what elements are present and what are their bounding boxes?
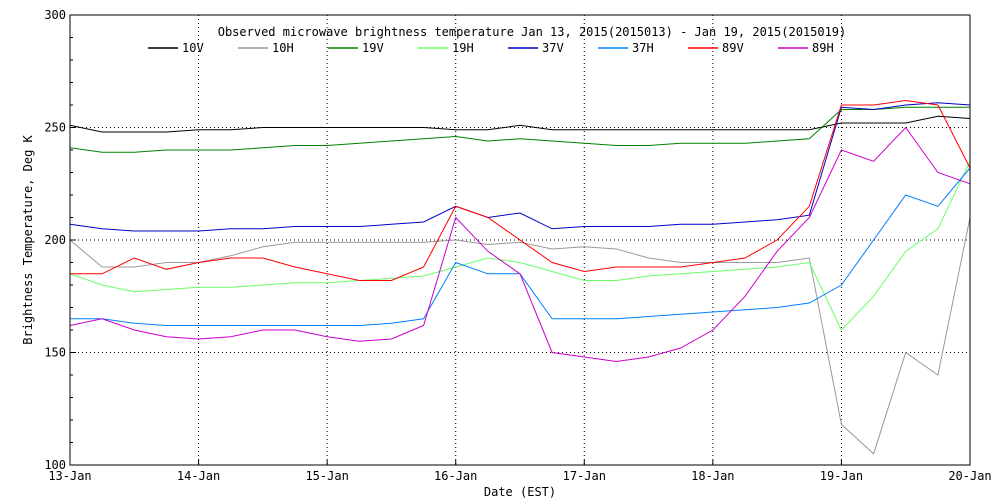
x-tick-label: 19-Jan [820, 469, 863, 483]
y-tick-label: 150 [44, 346, 66, 360]
x-tick-label: 17-Jan [563, 469, 606, 483]
legend-label-89h: 89H [812, 41, 834, 55]
series-line-37h [70, 167, 971, 326]
x-tick-label: 16-Jan [434, 469, 477, 483]
legend-label-37v: 37V [542, 41, 564, 55]
series-layer [69, 99, 971, 455]
y-axis-label: Brightness Temperature, Deg K [21, 134, 35, 344]
series-line-89v [70, 99, 971, 281]
legend-label-19v: 19V [362, 41, 384, 55]
x-tick-label: 13-Jan [48, 469, 91, 483]
x-tick-label: 14-Jan [177, 469, 220, 483]
series-line-10v [69, 115, 971, 133]
series-line-19h [69, 161, 971, 331]
y-tick-label: 200 [44, 233, 66, 247]
legend-label-89v: 89V [722, 41, 744, 55]
y-tick-label: 100 [44, 458, 66, 472]
series-line-10h [69, 217, 971, 455]
legend-label-10v: 10V [182, 41, 204, 55]
legend-label-10h: 10H [272, 41, 294, 55]
x-axis-label: Date (EST) [484, 485, 556, 499]
tick-layer: 13-Jan 14-Jan 15-Jan 16-Jan 17-Jan 18-Jan 19-J… [44, 8, 991, 483]
series-line-89h [69, 126, 971, 363]
y-tick-label: 250 [44, 121, 66, 135]
chart-title: Observed microwave brightness temperatur… [218, 25, 847, 39]
series-line-37v [69, 102, 971, 232]
legend: 10V 10H 19V 19H 37V 37H 89V 89H [148, 41, 834, 55]
series-line-19v [69, 106, 970, 153]
legend-label-19h: 19H [452, 41, 474, 55]
y-tick-label: 300 [44, 8, 66, 22]
x-tick-label: 20-Jan [948, 469, 991, 483]
legend-label-37h: 37H [632, 41, 654, 55]
x-tick-label: 15-Jan [305, 469, 348, 483]
x-tick-label: 18-Jan [691, 469, 734, 483]
